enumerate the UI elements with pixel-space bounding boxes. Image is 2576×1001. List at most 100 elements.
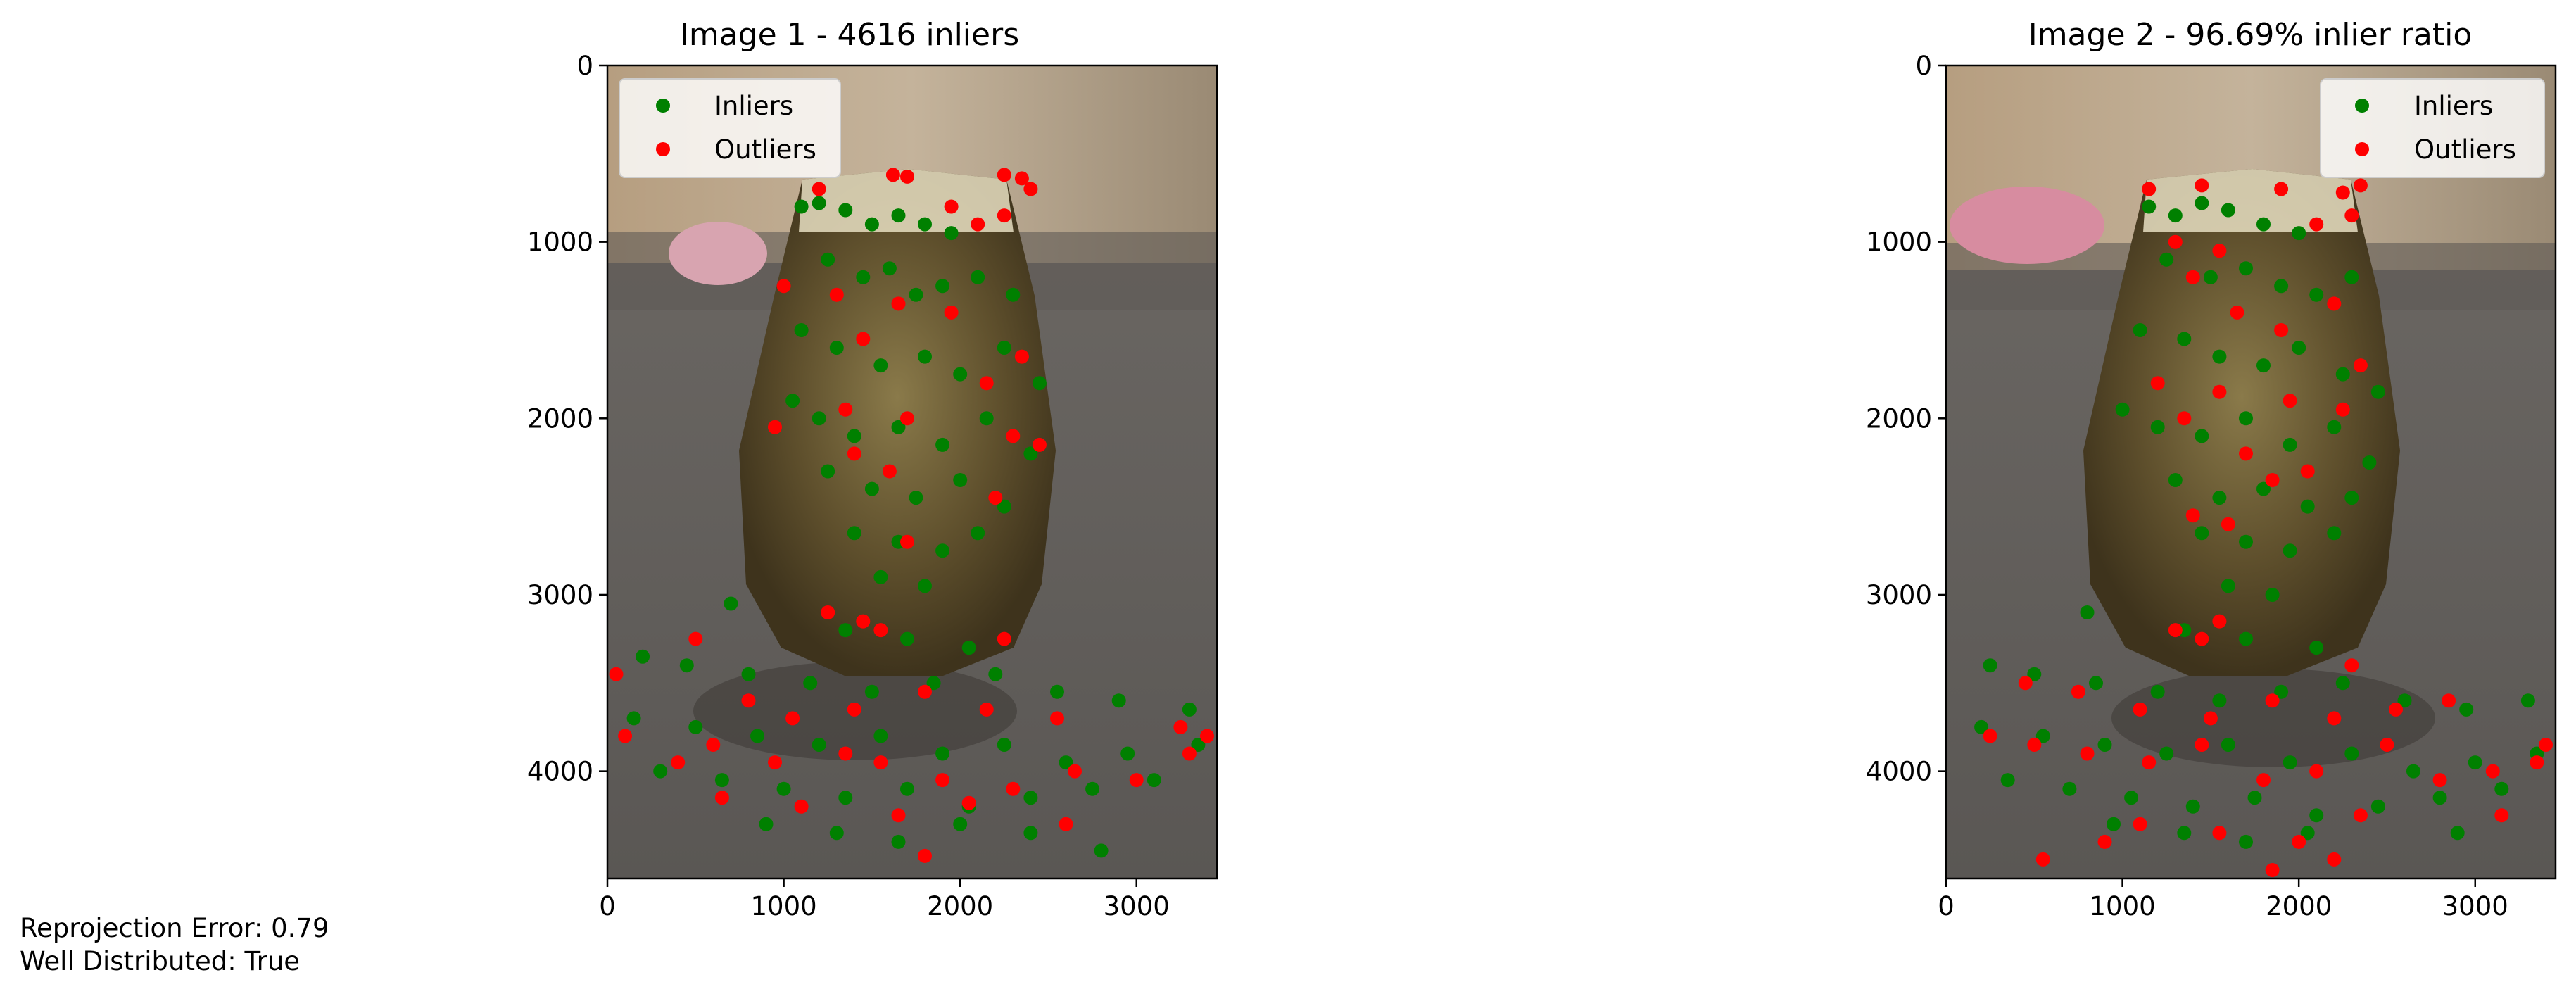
inlier-point: [2115, 402, 2130, 417]
outlier-point: [873, 623, 888, 638]
outlier-point: [873, 755, 888, 770]
outlier-point: [1068, 764, 1082, 779]
inlier-point: [2000, 773, 2015, 788]
outlier-point: [2212, 244, 2227, 258]
inlier-point: [2177, 826, 2192, 841]
inlier-point: [688, 719, 703, 734]
inlier-point: [856, 270, 871, 284]
inlier-point: [821, 464, 835, 479]
y-tick-label: 3000: [527, 580, 593, 610]
outlier-point: [997, 208, 1011, 223]
outlier-point: [1014, 349, 1029, 364]
outlier-point: [2292, 834, 2306, 849]
outlier-point: [2442, 693, 2456, 708]
outlier-point: [2177, 411, 2192, 426]
outlier-point: [935, 773, 950, 788]
outlier-point: [885, 168, 900, 182]
outlier-point: [2300, 464, 2315, 479]
y-tick-label: 3000: [1866, 580, 1932, 610]
plot-area-frame: [606, 64, 1218, 880]
inlier-point: [1050, 684, 1064, 699]
inlier-point: [2168, 208, 2183, 223]
inlier-point: [953, 473, 968, 487]
outlier-point: [1006, 429, 1021, 443]
outlier-point: [891, 808, 906, 823]
outlier-point: [688, 631, 703, 646]
inlier-point: [1059, 755, 1073, 770]
y-tick-label: 2000: [527, 403, 593, 434]
inlier-point: [2274, 279, 2289, 294]
outlier-point: [1006, 781, 1021, 796]
inlier-point: [812, 411, 826, 426]
outlier-point: [2494, 808, 2509, 823]
outlier-point: [2195, 178, 2209, 193]
panel-title: Image 2 - 96.69% inlier ratio: [2028, 17, 2473, 53]
inlier-point: [2247, 791, 2262, 805]
outlier-point: [2195, 738, 2209, 752]
inlier-point: [1191, 738, 1206, 752]
outlier-point: [2212, 826, 2227, 841]
inlier-point: [2292, 226, 2306, 241]
outlier-point: [997, 631, 1011, 646]
inlier-point: [2274, 684, 2289, 699]
inlier-point: [961, 641, 976, 655]
outlier-point: [882, 464, 897, 479]
inlier-point: [1032, 376, 1047, 391]
inlier-point: [2344, 270, 2359, 284]
outlier-point: [741, 693, 756, 708]
inlier-point: [2150, 684, 2165, 699]
outlier-point: [794, 799, 809, 814]
outlier-point: [2380, 738, 2394, 752]
inlier-point: [812, 738, 826, 752]
outlier-point: [1173, 719, 1188, 734]
inlier-point: [2292, 341, 2306, 355]
inlier-point: [2089, 676, 2103, 691]
inlier-point: [2062, 781, 2077, 796]
inlier-point: [2327, 526, 2342, 541]
outlier-point: [2203, 711, 2218, 726]
outlier-point: [2168, 234, 2183, 249]
inlier-point: [2035, 729, 2050, 743]
y-tick-label: 4000: [1866, 757, 1932, 787]
outlier-point: [918, 848, 932, 863]
inlier-point: [2309, 808, 2324, 823]
inlier-point: [935, 437, 950, 452]
inlier-point: [2459, 702, 2474, 717]
outlier-point: [2035, 852, 2050, 867]
outlier-point: [944, 199, 959, 214]
inlier-point: [2239, 631, 2253, 646]
inlier-point: [953, 367, 968, 382]
outlier-point: [856, 614, 871, 629]
outlier-point: [618, 729, 633, 743]
inlier-point: [979, 411, 994, 426]
inlier-point: [2239, 834, 2253, 849]
x-tick-label: 2000: [927, 891, 993, 921]
inlier-point: [1006, 287, 1021, 302]
inlier-point: [891, 834, 906, 849]
outlier-point: [971, 217, 985, 232]
outlier-point: [847, 446, 861, 461]
inlier-point: [2239, 534, 2253, 549]
outlier-point: [2327, 711, 2342, 726]
outlier-point: [2133, 702, 2147, 717]
outlier-point: [2185, 270, 2200, 284]
y-tick-label: 0: [576, 51, 593, 81]
inlier-point: [724, 596, 738, 611]
inlier-point: [794, 199, 809, 214]
inlier-point: [1085, 781, 1100, 796]
outlier-point: [2265, 473, 2280, 487]
outlier-point: [2353, 808, 2368, 823]
inlier-point: [1147, 773, 1161, 788]
outlier-point: [2432, 773, 2447, 788]
inlier-point: [873, 729, 888, 743]
inlier-point: [829, 341, 844, 355]
inlier-point: [1023, 446, 1038, 461]
inlier-point: [2107, 817, 2121, 831]
inlier-point: [2027, 667, 2042, 681]
inlier-point: [997, 499, 1011, 514]
photo-background: [1946, 65, 2556, 879]
inlier-point: [2203, 270, 2218, 284]
inlier-point: [918, 349, 932, 364]
panel-image-1: Image 1 - 4616 inliers 0 1000 2000 3000 0 100…: [527, 17, 1218, 921]
inlier-point: [2097, 738, 2112, 752]
